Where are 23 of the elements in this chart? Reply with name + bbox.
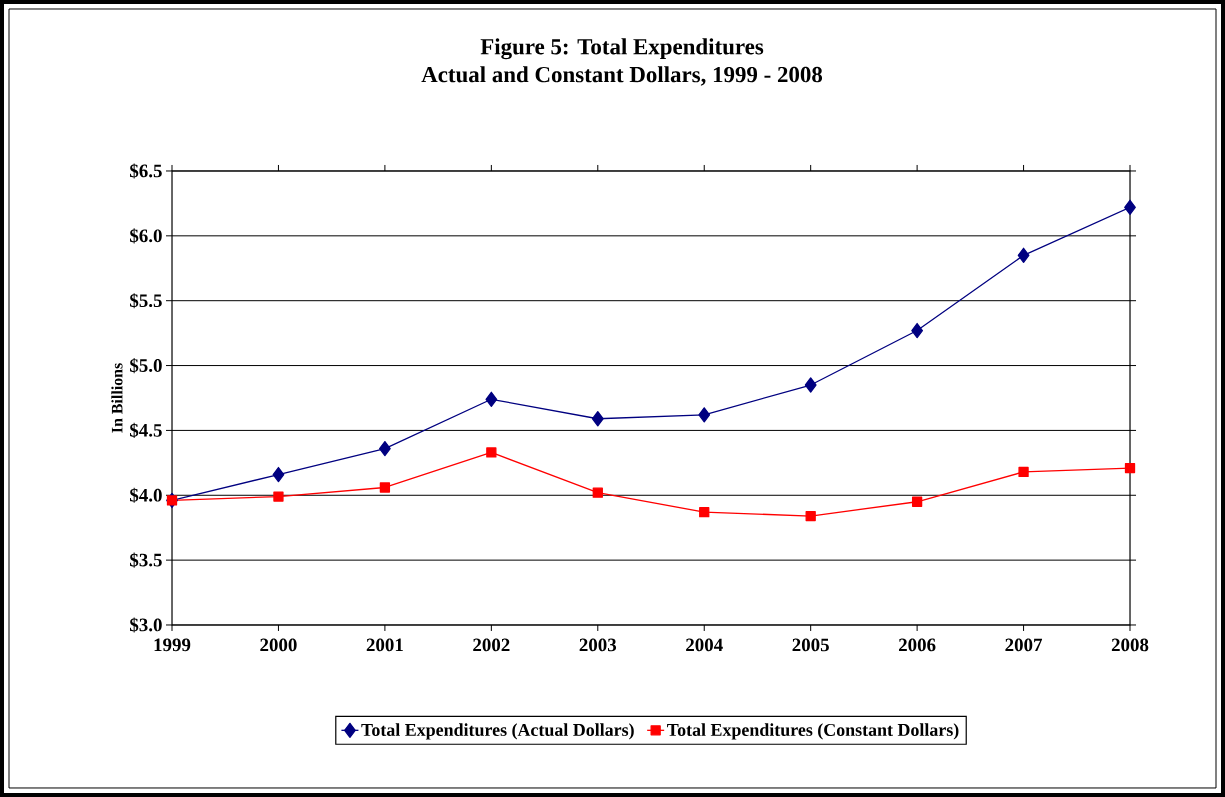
y-tick-label: $5.0 [130,357,162,374]
legend-label: Total Expenditures (Actual Dollars) [361,723,634,740]
x-tick-label: 2004 [686,638,723,652]
x-tick-label: 2000 [260,638,297,652]
chart-subtitle: Actual and Constant Dollars, 1999 - 2008 [421,66,823,86]
x-tick-label: 2002 [473,638,510,652]
y-tick-label: $3.5 [130,552,162,568]
y-tick-label: $6.0 [130,228,162,244]
y-tick-label: $6.5 [130,163,162,179]
chart-title: Figure 5: Total Expenditures [480,38,764,60]
y-tick-label: $4.0 [130,487,162,503]
x-tick-label: 2001 [366,638,403,652]
x-tick-label: 1999 [154,638,191,652]
x-tick-label: 2008 [1111,638,1149,652]
y-tick-label: $5.5 [130,293,162,309]
x-tick-label: 2005 [792,638,829,652]
y-tick-label: $4.5 [130,422,162,438]
y-axis-title: In Billions [111,363,123,433]
legend-label: Total Expenditures (Constant Dollars) [667,723,959,740]
x-tick-label: 2007 [1005,638,1043,652]
y-tick-label: $3.0 [130,617,162,633]
x-tick-label: 2006 [898,638,936,652]
x-tick-label: 2003 [579,638,617,652]
